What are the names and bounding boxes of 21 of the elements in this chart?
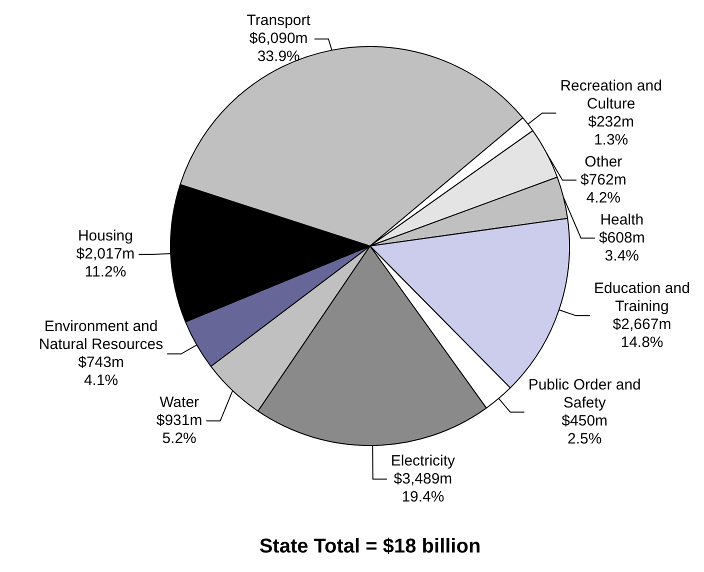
slice-label: Health <box>600 211 644 228</box>
data-label: $6,090m 33.9% <box>249 30 308 66</box>
data-label: $2,017m 11.2% <box>76 245 135 280</box>
slice-label: Housing <box>78 227 133 244</box>
slice-label: Water <box>160 394 200 412</box>
data-label: $3,489m 19.4% <box>394 470 452 506</box>
slice-label: Electricity <box>390 452 456 470</box>
slice-label: Other <box>584 153 622 170</box>
slice-label: Transport <box>246 12 312 30</box>
data-label: $931m 5.2% <box>156 412 202 448</box>
slice-label: Public Order and Safety <box>528 376 641 412</box>
data-label: $743m 4.1% <box>78 354 124 390</box>
data-label: $450m 2.5% <box>562 412 608 448</box>
slice-label: Recreation and Culture <box>560 77 662 112</box>
data-label: $608m 3.4% <box>598 229 645 264</box>
data-label: $2,667m 14.8% <box>612 316 672 351</box>
text: State Total = $18 billion <box>259 536 481 558</box>
slice-label: Education and Training <box>594 280 690 315</box>
data-label: $232m 1.3% <box>588 113 634 148</box>
data-label: $762m 4.2% <box>580 171 626 206</box>
slice-label: Environment and Natural Resources <box>38 318 164 354</box>
